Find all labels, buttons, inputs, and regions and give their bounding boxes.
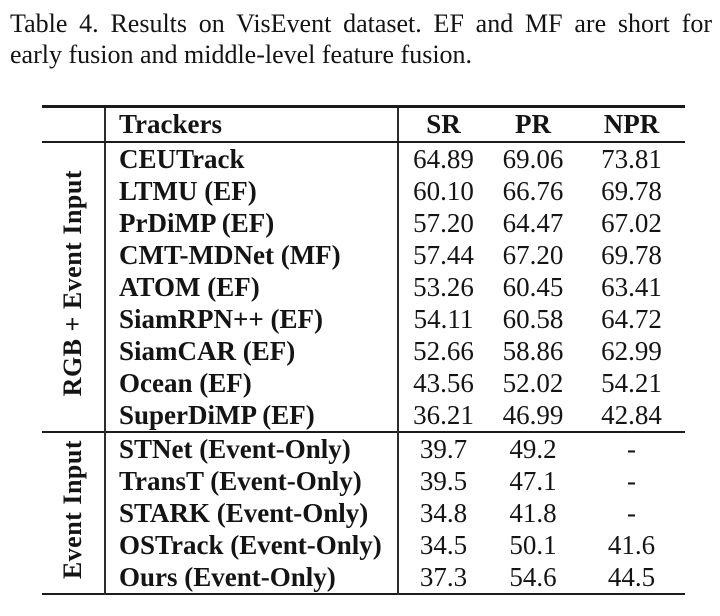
npr-value: 62.99: [601, 335, 662, 366]
tracker-name: ATOM (EF): [105, 271, 399, 303]
tracker-name: OSTrack (Event-Only): [105, 529, 399, 561]
npr-value: -: [627, 497, 636, 528]
pr-value: 54.6: [509, 561, 557, 592]
npr-value: 41.6: [607, 529, 656, 560]
col-header-pr: PR: [488, 106, 578, 143]
npr-value: 67.02: [601, 207, 662, 238]
sr-value: 43.56: [413, 367, 474, 398]
sr-value: 39.5: [419, 465, 468, 496]
table-row: PrDiMP (EF) 57.20 64.47 67.02: [42, 207, 685, 239]
group-cell-event-input: Event Input: [42, 431, 106, 594]
sr-value: 60.10: [413, 175, 474, 206]
sr-value: 37.3: [419, 561, 468, 592]
tracker-name: PrDiMP (EF): [105, 207, 399, 239]
pr-value: 69.06: [502, 143, 564, 174]
header-corner-cell: [42, 106, 106, 143]
pr-value: 50.1: [509, 529, 557, 560]
caption-line-2: early fusion and middle-level feature fu…: [10, 40, 473, 69]
npr-value: -: [627, 465, 636, 496]
sr-value: 53.26: [413, 271, 474, 302]
npr-value: 42.84: [601, 399, 662, 430]
npr-value: 73.81: [601, 143, 662, 174]
group-cell-rgb-event-input: RGB + Event Input: [42, 142, 106, 432]
tracker-name: CEUTrack: [105, 142, 399, 175]
tracker-name: STNet (Event-Only): [105, 431, 399, 465]
sr-value: 54.11: [413, 303, 474, 334]
tracker-name: CMT-MDNet (MF): [105, 239, 399, 271]
table-row: LTMU (EF) 60.10 66.76 69.78: [42, 175, 685, 207]
sr-value: 34.5: [419, 529, 468, 560]
npr-value: 44.5: [607, 561, 656, 592]
pr-value: 49.2: [488, 431, 578, 465]
table-row: TransT (Event-Only) 39.5 47.1 -: [42, 465, 685, 497]
table-row: SuperDiMP (EF) 36.21 46.99 42.84: [42, 399, 685, 432]
sr-value: 57.20: [413, 207, 474, 238]
table-row: SiamRPN++ (EF) 54.11 60.58 64.72: [42, 303, 685, 335]
tracker-name: SiamCAR (EF): [105, 335, 399, 367]
npr-value: 69.78: [601, 175, 662, 206]
group-label-rgb-event-input: RGB + Event Input: [58, 170, 87, 397]
results-table: Trackers SR PR NPR RGB + Event Input CEU…: [42, 105, 685, 595]
table-caption: Table 4. Results on VisEvent dataset. EF…: [10, 8, 712, 70]
pr-value: 47.1: [509, 465, 557, 496]
pr-value: 66.76: [502, 175, 564, 206]
table-row: Ocean (EF) 43.56 52.02 54.21: [42, 367, 685, 399]
table-row: CMT-MDNet (MF) 57.44 67.20 69.78: [42, 239, 685, 271]
table-row: ATOM (EF) 53.26 60.45 63.41: [42, 271, 685, 303]
npr-value: 54.21: [601, 367, 662, 398]
group-label-event-input: Event Input: [58, 439, 87, 580]
npr-value: -: [578, 431, 685, 465]
sr-value: 34.8: [419, 497, 468, 528]
npr-value: 63.41: [601, 271, 662, 302]
table-row: STARK (Event-Only) 34.8 41.8 -: [42, 497, 685, 529]
pr-value: 41.8: [509, 497, 557, 528]
pr-value: 58.86: [502, 335, 564, 366]
tracker-name: STARK (Event-Only): [105, 497, 399, 529]
pr-value: 52.02: [502, 367, 564, 398]
npr-value: 64.72: [601, 303, 662, 334]
pr-value: 60.58: [502, 303, 564, 334]
table-row: Event Input STNet (Event-Only) 39.7 49.2…: [42, 431, 685, 594]
tracker-name: LTMU (EF): [105, 175, 399, 207]
caption-line-1: Table 4. Results on VisEvent dataset. EF…: [10, 9, 712, 38]
pr-value: 64.47: [502, 207, 564, 238]
sr-value: 57.44: [413, 239, 474, 270]
col-header-trackers: Trackers: [105, 106, 399, 143]
npr-value: 69.78: [601, 239, 662, 270]
pr-value: 67.20: [502, 239, 564, 270]
table-row: OSTrack (Event-Only) 34.5 50.1 41.6: [42, 529, 685, 561]
table-row: RGB + Event Input CEUTrack 64.89 69.06 7…: [42, 142, 685, 432]
pr-value: 46.99: [502, 399, 564, 430]
col-header-sr: SR: [398, 106, 488, 143]
table-row: Ours (Event-Only) 37.3 54.6 44.5: [42, 561, 685, 594]
tracker-name: Ocean (EF): [105, 367, 399, 399]
col-header-npr: NPR: [578, 106, 685, 143]
header-row: Trackers SR PR NPR: [42, 106, 685, 143]
tracker-name: SuperDiMP (EF): [105, 399, 399, 432]
table-row: SiamCAR (EF) 52.66 58.86 62.99: [42, 335, 685, 367]
sr-value: 36.21: [413, 399, 474, 430]
sr-value: 52.66: [413, 335, 474, 366]
tracker-name: SiamRPN++ (EF): [105, 303, 399, 335]
tracker-name: TransT (Event-Only): [105, 465, 399, 497]
sr-value: 39.7: [398, 431, 488, 465]
pr-value: 60.45: [502, 271, 564, 302]
sr-value: 64.89: [413, 143, 474, 174]
tracker-name: Ours (Event-Only): [105, 561, 399, 594]
